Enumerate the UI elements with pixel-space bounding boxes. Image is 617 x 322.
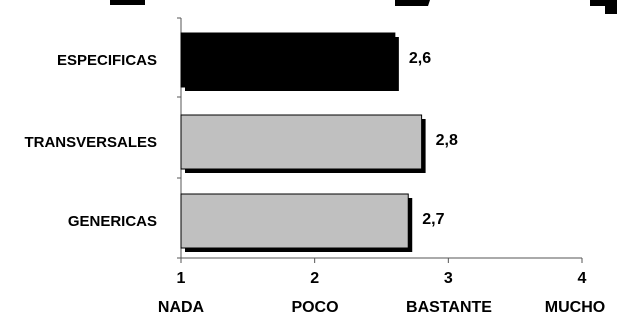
data-label: 2,6	[409, 50, 431, 67]
x-tick-word: MUCHO	[545, 299, 605, 316]
x-tick-word: POCO	[291, 299, 338, 316]
title-fragment-left	[110, 0, 145, 5]
bar	[180, 193, 409, 249]
category-label: GENERICAS	[68, 213, 157, 230]
category-label: ESPECIFICAS	[57, 52, 157, 69]
title-fragment-mid	[395, 0, 430, 6]
x-tick-label: 1	[177, 270, 186, 287]
x-tick-label: 4	[578, 270, 587, 287]
x-tick-word: NADA	[158, 299, 205, 316]
x-tick-word: BASTANTE	[406, 299, 492, 316]
plot-area: ESPECIFICAS 2,6 TRANSVERSALES 2,8 GENERICAS 2…	[24, 17, 605, 316]
title-fragments	[110, 0, 617, 14]
data-label: 2,8	[436, 132, 458, 149]
title-fragment-right	[590, 0, 617, 14]
x-tick-label: 3	[444, 270, 453, 287]
x-tick-label: 2	[310, 270, 319, 287]
category-label: TRANSVERSALES	[24, 134, 157, 151]
data-label: 2,7	[422, 211, 444, 228]
bar	[180, 32, 396, 88]
bar	[180, 114, 423, 170]
